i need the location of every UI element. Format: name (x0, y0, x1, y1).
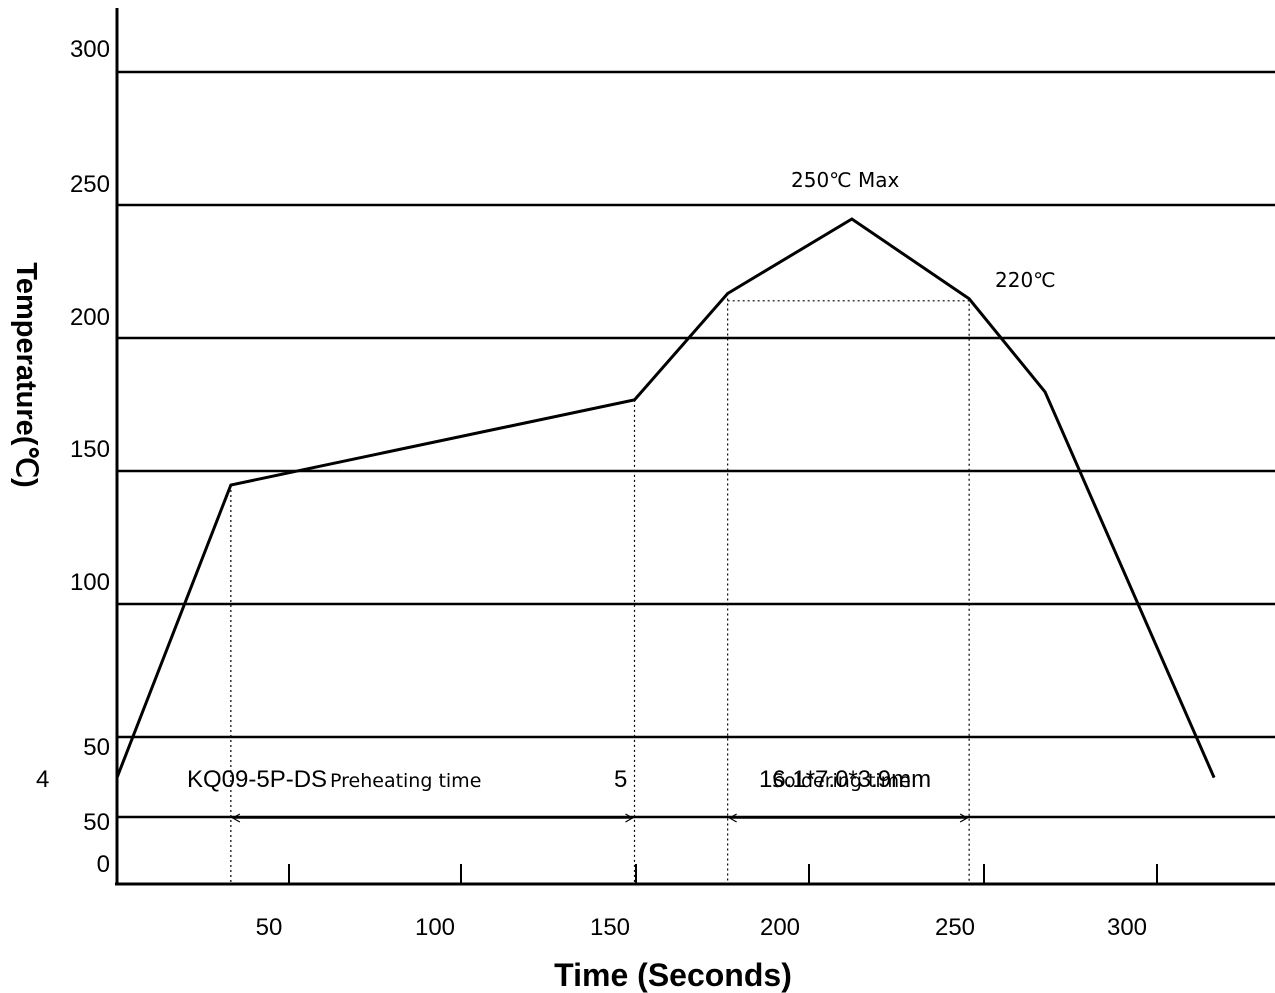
y-tick-label: 0 (97, 851, 110, 878)
grid-lines (117, 70, 1275, 819)
label-220: 220℃ (995, 268, 1056, 292)
y-tick-label: 100 (70, 569, 110, 596)
x-axis-title: Time (Seconds) (554, 957, 792, 993)
dimension-label: 16.1*7.0*3.9mm (759, 766, 931, 793)
y-tick-labels: 0 50 50 100 150 200 250 300 (70, 36, 110, 878)
x-tick-label: 150 (590, 914, 630, 941)
x-tick-label: 250 (935, 914, 975, 941)
y-tick-label: 150 (70, 436, 110, 463)
y-axis-title: Temperature(℃) (10, 262, 42, 487)
y-tick-label: 250 (70, 171, 110, 198)
series-group (115, 217, 1216, 779)
y-tick-label: 200 (70, 304, 110, 331)
extra-left-label: 4 (36, 766, 49, 793)
soldering-label: Soldering time (772, 770, 911, 792)
peak-label: 250℃ Max (791, 168, 900, 192)
arrow-head (728, 813, 737, 823)
x-tick-label: 100 (415, 914, 455, 941)
temperature-profile-line (115, 217, 1216, 779)
part-number-label: KQ09-5P-DS (187, 766, 327, 793)
x-tick-label: 300 (1107, 914, 1147, 941)
y-tick-label: 50 (83, 809, 110, 836)
x-tick-labels: 50 100 150 200 250 300 (256, 864, 1158, 941)
guide-lines (230, 293, 970, 884)
arrow-head (625, 813, 634, 823)
preheating-label: Preheating time (330, 770, 481, 792)
y-tick-label: 50 (83, 734, 110, 761)
x-tick-label: 200 (760, 914, 800, 941)
annotations: 250℃ Max 220℃ Preheating time Soldering … (36, 168, 1056, 793)
x-tick-label: 50 (256, 914, 283, 941)
five-label: 5 (614, 766, 627, 793)
y-tick-label: 300 (70, 36, 110, 63)
arrow-head (959, 813, 969, 823)
arrow-head (231, 813, 241, 823)
axes (115, 8, 1275, 886)
